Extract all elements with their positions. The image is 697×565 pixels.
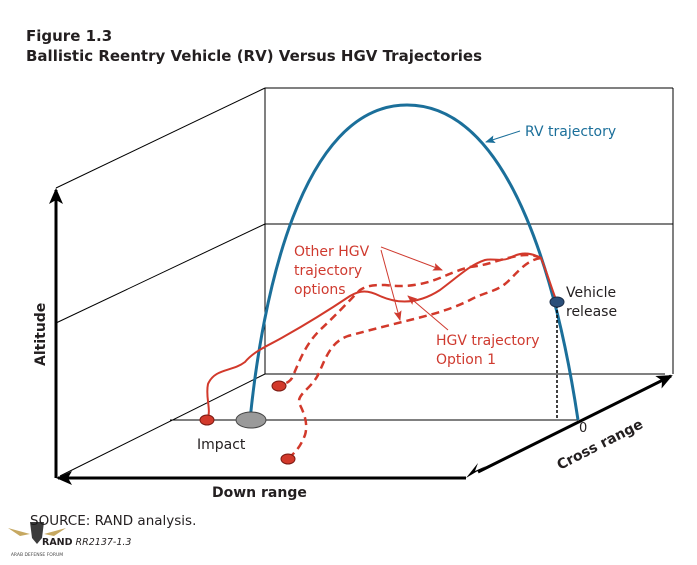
cross-range-axis-label: Cross range: [555, 417, 646, 474]
watermark-wing-left-icon: [8, 528, 30, 536]
cross-range-axis: [477, 374, 673, 474]
rand-code: RR2137-1.3: [75, 537, 132, 548]
rv-label-pointer: [485, 130, 521, 144]
hgv-option1-endpoint: [199, 414, 215, 426]
hgv-option1-pointer: [407, 295, 449, 331]
other-hgv-label-line1: Other HGV: [294, 244, 370, 260]
figure-number: Figure 1.3: [26, 27, 113, 45]
cross-range-arrowhead-front: [466, 463, 486, 478]
vehicle-release-label-line2: release: [566, 304, 617, 320]
rv-trajectory-curve: [248, 103, 580, 421]
figure-title: Ballistic Reentry Vehicle (RV) Versus HG…: [26, 47, 483, 65]
other-hgv-label-line2: trajectory: [294, 263, 362, 279]
impact-label: Impact: [197, 437, 246, 453]
other-hgv-pointer-lower: [380, 249, 402, 321]
watermark-text: ARAB DEFENSE FORUM: [11, 552, 63, 558]
side-diagonal-mid: [55, 223, 266, 324]
watermark-logo: ARAB DEFENSE FORUM: [8, 522, 66, 558]
hgv-option1-label-line2: Option 1: [436, 352, 496, 368]
down-range-axis-label: Down range: [212, 485, 307, 501]
other-hgv-label-line3: options: [294, 282, 346, 298]
vehicle-release-label-line1: Vehicle: [566, 285, 616, 301]
rand-reference: RAND RR2137-1.3: [42, 537, 131, 548]
impact-marker: [235, 411, 267, 429]
origin-label: 0: [579, 421, 587, 436]
side-diagonal-top: [55, 87, 266, 189]
rand-prefix: RAND: [42, 537, 73, 548]
watermark-shield-icon: [30, 522, 44, 544]
back-wall: [264, 87, 674, 375]
altitude-axis-label: Altitude: [33, 303, 49, 366]
hgv-option1-trajectory: [206, 252, 558, 421]
watermark-wing-right-icon: [44, 528, 66, 536]
other-hgv-pointer-upper: [380, 246, 443, 271]
hgv-other-lower-trajectory: [289, 256, 542, 458]
hgv-other-upper-endpoint: [271, 380, 287, 392]
hgv-other-lower-endpoint: [280, 453, 296, 465]
hgv-other-upper-trajectory: [281, 253, 542, 387]
hgv-option1-label-line1: HGV trajectory: [436, 333, 540, 349]
source-note: SOURCE: RAND analysis.: [30, 513, 197, 529]
floor-diagonal: [59, 373, 266, 477]
vehicle-release-marker: [549, 296, 565, 308]
rv-trajectory-label: RV trajectory: [525, 124, 616, 140]
